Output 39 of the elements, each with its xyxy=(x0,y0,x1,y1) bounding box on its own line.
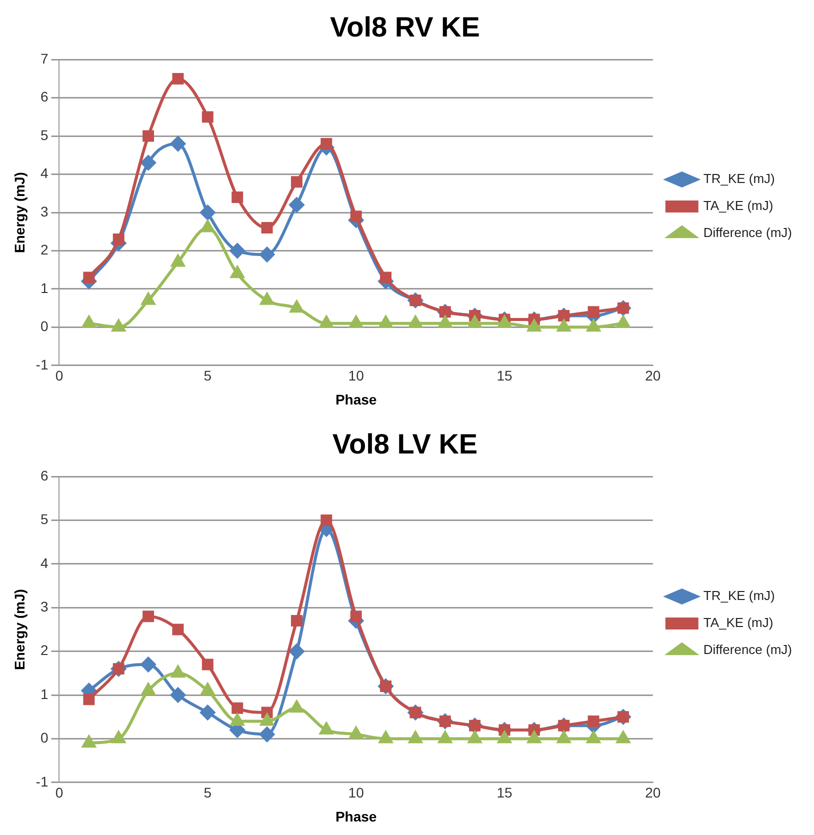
y-tick-label: 1 xyxy=(40,280,48,296)
y-tick-label: 0 xyxy=(40,730,48,746)
x-tick-label: 20 xyxy=(645,784,661,801)
y-tick-label: 1 xyxy=(40,686,48,702)
y-tick-label: 6 xyxy=(40,467,48,484)
y-tick-label: 0 xyxy=(40,318,48,334)
x-tick-label: 10 xyxy=(348,784,364,801)
x-tick-label: 5 xyxy=(204,784,212,801)
x-axis-title: Phase xyxy=(335,808,377,824)
y-tick-label: 6 xyxy=(40,88,48,105)
y-tick-label: 4 xyxy=(40,554,48,571)
chart-title: Vol8 LV KE xyxy=(332,428,478,460)
x-tick-label: 5 xyxy=(204,368,212,384)
y-tick-label: 7 xyxy=(40,50,48,66)
y-tick-label: 5 xyxy=(40,126,48,143)
y-tick-label: -1 xyxy=(36,356,48,372)
legend-label: TR_KE (mJ) xyxy=(703,588,775,604)
x-tick-label: 15 xyxy=(496,368,512,384)
legend-label: Difference (mJ) xyxy=(703,642,792,658)
x-tick-label: 0 xyxy=(55,368,64,384)
x-tick-label: 10 xyxy=(348,368,364,384)
legend-label: Difference (mJ) xyxy=(703,225,792,240)
y-tick-label: 5 xyxy=(40,511,48,528)
x-tick-label: 15 xyxy=(496,784,512,801)
legend-label: TA_KE (mJ) xyxy=(703,615,774,630)
legend-label: TR_KE (mJ) xyxy=(703,171,775,186)
legend-label: TA_KE (mJ) xyxy=(703,198,774,214)
y-axis-title: Energy (mJ) xyxy=(11,172,28,253)
y-tick-label: -1 xyxy=(36,773,48,790)
y-axis-title: Energy (mJ) xyxy=(11,589,28,670)
y-tick-label: 2 xyxy=(40,242,48,258)
x-tick-label: 20 xyxy=(645,368,661,384)
y-tick-label: 4 xyxy=(40,165,48,182)
y-tick-label: 3 xyxy=(40,598,48,615)
y-tick-label: 3 xyxy=(40,203,48,220)
chart-title: Vol8 RV KE xyxy=(330,12,480,43)
y-tick-label: 2 xyxy=(40,642,48,658)
x-tick-label: 0 xyxy=(55,784,64,801)
x-axis-title: Phase xyxy=(335,391,377,408)
